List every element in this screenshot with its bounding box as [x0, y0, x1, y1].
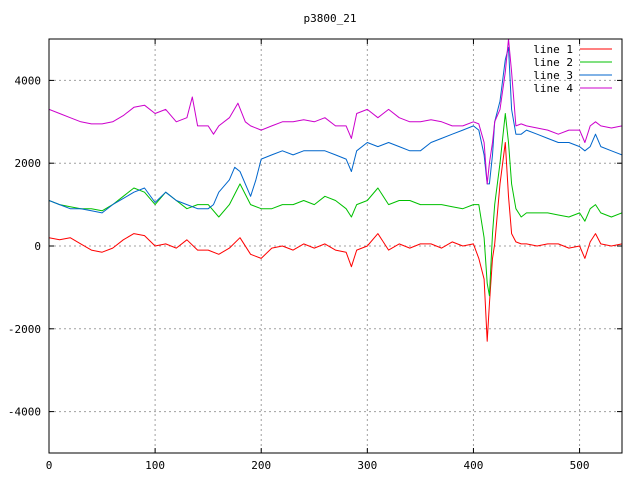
x-tick-label: 200 — [251, 459, 271, 472]
x-tick-label: 400 — [464, 459, 484, 472]
x-tick-label: 300 — [357, 459, 377, 472]
legend-label-1: line 1 — [533, 43, 573, 56]
y-tick-label: 0 — [34, 240, 41, 253]
legend-label-4: line 4 — [533, 82, 573, 95]
series-line-3 — [49, 46, 622, 214]
legend-label-2: line 2 — [533, 56, 573, 69]
y-tick-label: 2000 — [15, 157, 42, 170]
y-tick-label: -2000 — [8, 323, 41, 336]
legend-label-3: line 3 — [533, 69, 573, 82]
series-layer — [49, 39, 622, 342]
x-tick-label: 500 — [570, 459, 590, 472]
x-tick-label: 100 — [145, 459, 165, 472]
chart-title: p3800_21 — [304, 12, 357, 25]
x-tick-label: 0 — [46, 459, 53, 472]
y-axis: -4000 -2000 0 2000 4000 — [8, 74, 622, 419]
y-tick-label: -4000 — [8, 406, 41, 419]
series-line-1 — [49, 142, 622, 342]
x-axis: 0 100 200 300 400 500 — [46, 39, 590, 472]
series-line-4 — [49, 39, 622, 185]
y-tick-label: 4000 — [15, 74, 42, 87]
